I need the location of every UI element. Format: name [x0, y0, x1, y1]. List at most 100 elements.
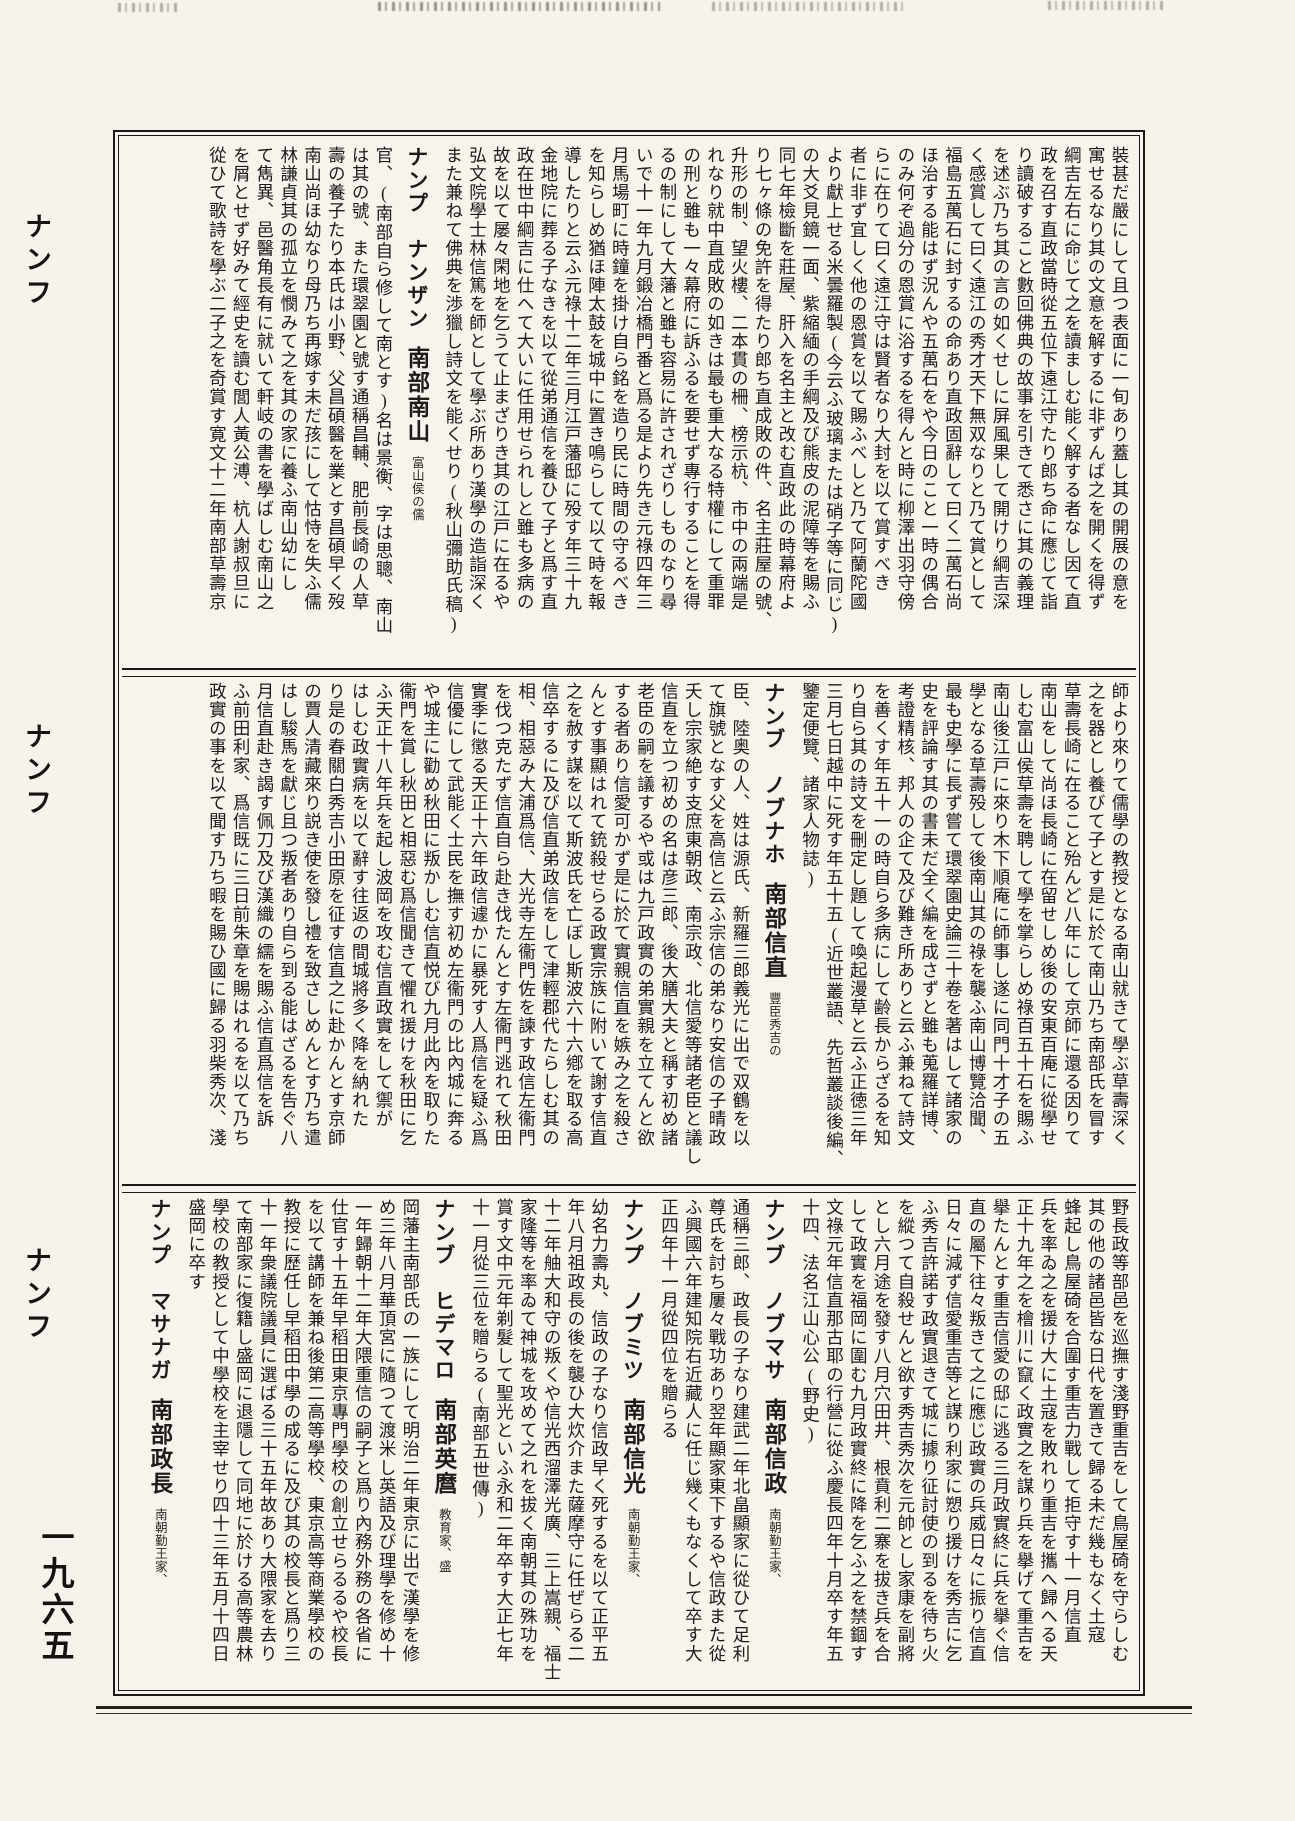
- text-column: り讀破すること數回佛典の故事を引きて悉さに其の義理: [1014, 146, 1035, 611]
- margin-guide-label: ナンフ: [21, 1246, 51, 1345]
- dictionary-section: 野長政等部邑を巡撫す淺野重吉をして鳥屋碕を守らしむ 其の他の諸邑皆な日代を置きて歸…: [129, 1198, 1131, 1688]
- text-column: 臣、陸奥の人、姓は源氏、新羅三郎義光に出で双鶴を以: [730, 682, 751, 1147]
- text-column: り七ヶ條の免許を得たり郎ち直成敗の件、名主莊屋の號、: [753, 146, 774, 630]
- text-column: 其の他の諸邑皆な日代を置きて歸る未だ幾もなく土寇: [1086, 1198, 1107, 1645]
- text-column: 導したりと云ふ元祿十二年三月江戸藩邸に殁す年三十九: [562, 146, 583, 611]
- section-divider-rule: [122, 1184, 1136, 1193]
- text-column: とし六月途を發す八月穴田井、根賁利二寨を拔き兵を合: [872, 1198, 893, 1663]
- text-column: を屑とせず好みて經史を讀む閭人黃公溥、杭人謝叔旦に: [231, 146, 252, 611]
- text-column: する者あり信愛可かず是に於て實親信直を嫉み之を殺さ: [611, 682, 632, 1147]
- text-column: 十一年衆議院議員に選ばる三十五年故あり大隈家を去り: [258, 1198, 279, 1663]
- text-column: 日々に減ず信愛重吉等と謀り利家に愬り援けを秀吉に乞: [943, 1198, 964, 1663]
- text-column: 壽の養子たり本氏は小野、父昌碩醫を業とす昌碩早く歿: [326, 146, 347, 611]
- dictionary-section: 師より來りて儒學の教授となる南山就きて學ぶ草壽深く 之を器とし養びて子とす是に於て…: [129, 682, 1131, 1182]
- text-column: して政實を福岡に圍む九月政實終に降を乞ふ之を禁錮す: [848, 1198, 869, 1663]
- text-column: く感賞して曰く遠江の秀才天下無双なりと乃て賞として: [967, 146, 988, 611]
- entry-header: ナンブ ノブナホ南部信直豐臣秀吉の: [759, 682, 789, 1182]
- text-column: 南山をして尚ほ長崎に在留せしめ後の安東百庵に從學せ: [1038, 682, 1059, 1147]
- text-column: 之を器とし養びて子とす是に於て南山乃ち南部氏を冒す: [1086, 682, 1107, 1147]
- entry-kanji-name: 南部信光: [620, 1398, 646, 1496]
- text-column: はし駿馬を獻じ且つ叛者あり自ら到る能はざるを告ぐ八: [278, 682, 299, 1147]
- text-column: 通稱三郎、政長の子なり建武二年北畠顯家に從ひて足利: [730, 1198, 751, 1663]
- text-column: 相、相惡み大浦爲信、大光寺左衞門佐を諫す政信左衞門: [516, 682, 537, 1147]
- text-column: 福島五萬石に封するの命あり直政固辭して曰く二萬石尚: [943, 146, 964, 611]
- entry-descriptor: 南朝勤王家、: [152, 1508, 167, 1586]
- text-column: 從ひて歌詩を學ぶ二子之を奇賞す寛文十二年南部草壽京: [207, 146, 228, 611]
- text-column: 同七年檢斷を莊屋、肝入を名主と改む直政此の時幕府よ: [776, 146, 797, 611]
- text-column: るの制にして大藩と雖も容易に許されざりしものなり尋: [657, 146, 678, 611]
- entry-descriptor: 富山侯の儒: [409, 456, 424, 521]
- text-column: 尊氏を討ち屢々戰功あり翌年顯家東下するや信政また從: [707, 1198, 728, 1663]
- page-bottom-rule: [96, 1706, 1192, 1709]
- text-column: 鑒定便覽、諸家人物誌): [800, 682, 821, 890]
- text-column: を述ぶ乃ち其の言の如くせしに屏風果して開けり綱吉深: [991, 146, 1012, 611]
- text-column: を善くす年五十一の時自ら多病にして齢長からざるを知: [872, 682, 893, 1147]
- entry-descriptor: 南朝勤王家、: [625, 1508, 640, 1586]
- text-column: 十一月從三位を贈らる(南部五世傳): [470, 1198, 491, 1520]
- text-column: 岡藩主南部氏の一族にして明治二年東京に出で漢學を修: [400, 1198, 421, 1663]
- text-column: 寓せるなり其の文意を解するに非ずんば之を開くを得ず: [1086, 146, 1107, 611]
- text-column: しむ富山侯草壽を聘して學を掌らしめ祿百五十石を賜ふ: [1014, 682, 1035, 1147]
- text-column: 夭し宗家絶す支庶東朝政、南宗政、北信愛等諸老臣と議し: [683, 682, 704, 1166]
- text-column: 年八月祖政長の後を襲ひ大炊介また薩摩守に任ぜらる二: [565, 1198, 586, 1663]
- text-column: ふ秀吉許諾す政實退きて城に據り征討使の到るを待ち火: [919, 1198, 940, 1663]
- entry-kanji-name: 南部信直: [761, 882, 787, 980]
- text-column: 南山尚ほ幼なり母乃ち再嫁す未だ孩にして怙恃を失ふ儒: [302, 146, 323, 611]
- text-column: 實季に懲る天正十六年政信遽かに暴死す人爲信を疑ふ爲: [469, 682, 490, 1147]
- text-column: ふ前田利家、爲信既に三日前朱章を賜はれるを以て乃ち: [231, 682, 252, 1147]
- text-column: はしむ政實病を以て辭す往返の間城將多く降を納れた: [350, 682, 371, 1129]
- text-column: 學校の教授として中學校を主宰せり四十三年五月十四日: [210, 1198, 231, 1663]
- text-column: 信卒するに及び信直弟政信をして津輕郡代たらしむ其の: [540, 682, 561, 1147]
- print-smudge: [118, 3, 178, 12]
- entry-reading: ナンブ ノブマサ: [761, 1198, 786, 1382]
- text-column: を以て講師を兼ね後第二高等學校、東京高等商業學校の: [305, 1198, 326, 1663]
- text-column: 月信直赴き謁す佩刀及び漢織の繻を賜ふ信直爲信を訴: [254, 682, 275, 1129]
- text-column: は其の號、また環翠園と號す通稱昌輔、肥前長崎の人草: [350, 146, 371, 611]
- text-column: 政を召す直政當時從五位下遠江守たり郎ち命に應じて詣: [1038, 146, 1059, 611]
- text-column: 月馬場町に時鐘を掛け自ら銘を造り民に時間の守るべき: [610, 146, 631, 611]
- entry-header: ナンブ ノブマサ南部信政南朝勤王家、: [759, 1198, 789, 1688]
- text-column: 盛岡に卒す: [186, 1198, 207, 1291]
- text-column: て雋異、邑醫角長有に就いて軒岐の書を學ばしむ南山之: [254, 146, 275, 611]
- text-column: 弘文院學士林信篤を師として學ぶ所あり漢學の造詣深く: [467, 146, 488, 611]
- text-column: を知らしめ猶ほ陣太鼓を城中に置き鳴らして以て時を報: [586, 146, 607, 611]
- entry-header: ナンプ ノブミツ南部信光南朝勤王家、: [618, 1198, 648, 1688]
- page-number: 一九六五: [36, 1520, 72, 1664]
- text-column: の刑と雖も一々幕府に訴ふるを要せず專行することを得: [681, 146, 702, 611]
- entry-descriptor: 南朝勤王家、: [766, 1508, 781, 1586]
- text-column: め三年八月華頂宮に隨つて渡米し英語及び理學を修め十: [377, 1198, 398, 1663]
- entry-reading: ナンプ マサナガ: [147, 1198, 172, 1382]
- entry-reading: ナンブ ヒデマロ: [431, 1198, 456, 1382]
- dictionary-section: 裝甚だ嚴にして且つ表面に一旬あり蓋し其の開展の意を 寓せるなり其の文意を解するに非…: [129, 146, 1131, 664]
- text-column: 直の屬下往々叛きて之に應じ政實の兵威日々に振り信直: [967, 1198, 988, 1663]
- text-column: のみ何ぞ過分の恩賞に浴するを得んと時に柳澤出羽守傍: [895, 146, 916, 611]
- page-bottom-rule-thin: [96, 1713, 1192, 1714]
- text-column: んとす事顯はれて銃殺せらる政實宗族に附いて謝す信直: [588, 682, 609, 1147]
- text-column: また兼ねて佛典を渉獵し詩文を能くせり(秋山彌助氏稿): [443, 146, 464, 635]
- text-column: 故を以て屡々閑地を乞うて止まざりき其の江戸に在るや: [491, 146, 512, 611]
- entry-kanji-name: 南部南山: [404, 346, 430, 444]
- text-column: 南山後江戸に來り木下順庵に師事し遂に同門十才子の五: [991, 682, 1012, 1147]
- entry-reading: ナンプ ノブミツ: [620, 1198, 645, 1382]
- text-column: ほ治する能はず況んや五萬石をや今日のこと一時の偶合: [919, 146, 940, 611]
- text-column: 升形の制、望火樓、二本貫の柵、榜示杭、市中の兩端是: [729, 146, 750, 611]
- page-frame: 裝甚だ嚴にして且つ表面に一旬あり蓋し其の開展の意を 寓せるなり其の文意を解するに非…: [113, 130, 1145, 1696]
- text-column: り自ら其の詩文を刪定し題して喚起漫草と云ふ正徳三年: [848, 682, 869, 1147]
- text-column: 十四、法名江山心公(野史): [800, 1198, 821, 1445]
- entry-reading: ナンブ ノブナホ: [761, 682, 786, 866]
- text-column: り是の春關白秀吉小田原を征す信直之に赴かんとす京師: [326, 682, 347, 1147]
- text-column: 正四年十一月從四位を贈らる: [659, 1198, 680, 1440]
- entry-kanji-name: 南部信政: [761, 1398, 787, 1496]
- text-column: ふ天正十八年兵を起し波岡を攻む信直政實をして禦が: [373, 682, 394, 1129]
- text-column: 十二年舳大和守の叛くや信光西溜澤光廣、三上嵩親、福士: [542, 1198, 563, 1682]
- entry-kanji-name: 南部政長: [147, 1398, 173, 1496]
- text-column: 之を赦す謀を以て斯波氏を亡ぼし斯波六十六鄕を取る高: [564, 682, 585, 1147]
- page-frame-inner-rule: 裝甚だ嚴にして且つ表面に一旬あり蓋し其の開展の意を 寓せるなり其の文意を解するに非…: [118, 135, 1140, 1691]
- text-column: 仕官す十五年早稻田東京專門學校の創立せらるるや校長: [329, 1198, 350, 1663]
- text-column: 衞門を賞し秋田と相惡む爲信聞きて懼れ援けを秋田に乞: [397, 682, 418, 1147]
- text-column: 學となる草壽殁して後南山其の祿を襲ふ南山博覽洽聞、: [967, 682, 988, 1147]
- text-column: 政在世中綱吉に仕へて大いに任用せられしと雖も多病の: [515, 146, 536, 611]
- text-column: 賞す文中元年剃髮して聖光といふ永和二年卒す大正七年: [494, 1198, 515, 1663]
- text-column: て南部家に復籍し盛岡に退隱して同地に於ける高等農林: [234, 1198, 255, 1663]
- text-column: を縱つて自殺せんと欲す秀吉秀次を元帥とし家康を副將: [895, 1198, 916, 1663]
